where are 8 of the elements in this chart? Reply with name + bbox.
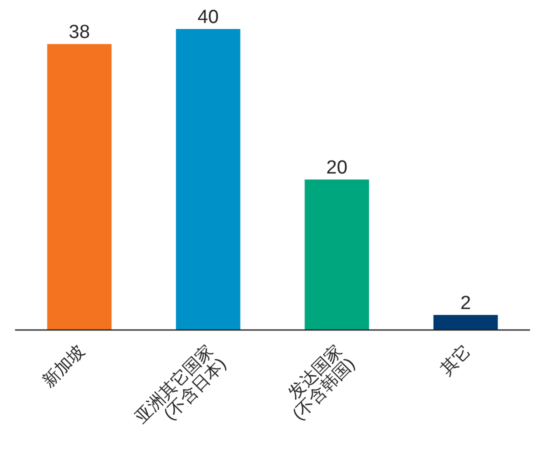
x-tick-label: 新加坡: [38, 341, 88, 391]
data-label: 2: [460, 292, 471, 314]
x-tick-label: 其它: [436, 341, 474, 379]
x-tick-label: 亚洲其它国家 (不含日本): [131, 341, 230, 427]
data-label: 20: [326, 158, 348, 178]
x-tick-label: 发达国家 (不含韩国): [284, 341, 358, 424]
data-label: 38: [68, 22, 90, 44]
data-label: 40: [198, 7, 219, 28]
